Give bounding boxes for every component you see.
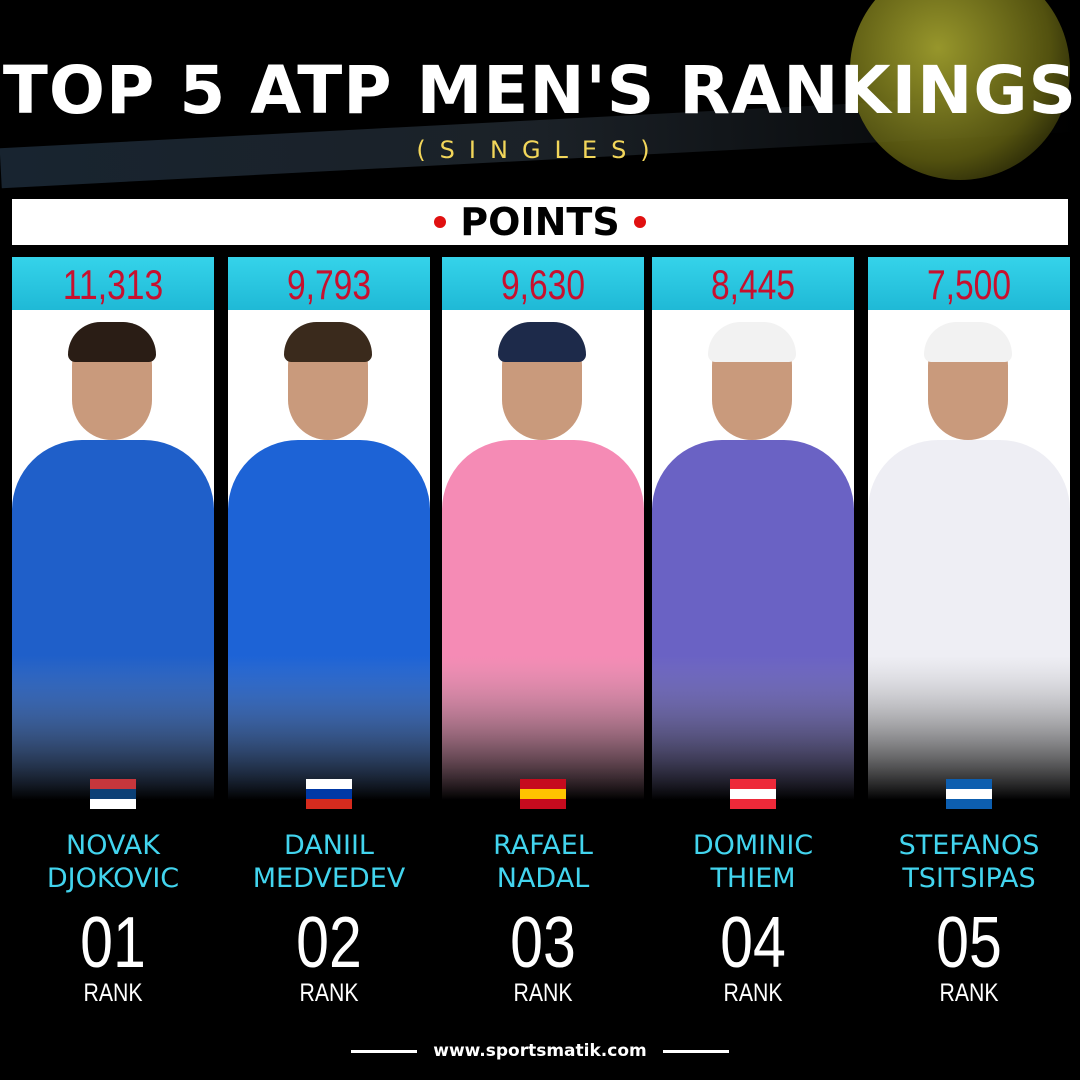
rank-number: 02 — [296, 903, 362, 983]
rank-number: 05 — [936, 903, 1002, 983]
player-name: STEFANOS TSITSIPAS — [868, 829, 1070, 895]
player-name: DOMINIC THIEM — [652, 829, 854, 895]
player-body — [442, 440, 644, 800]
flag-stripe — [520, 779, 566, 789]
divider — [351, 1049, 418, 1053]
rank-label: RANK — [513, 979, 573, 1007]
website-link[interactable]: www.sportsmatik.com — [433, 1041, 647, 1061]
rank-number: 04 — [720, 903, 786, 983]
player-photo — [652, 310, 854, 800]
flag-stripe — [90, 789, 136, 799]
player-points: 9,793 — [248, 257, 410, 310]
player-body — [12, 440, 214, 800]
footer: www.sportsmatik.com — [0, 1041, 1080, 1061]
last-name: MEDVEDEV — [252, 863, 406, 894]
last-name: NADAL — [496, 863, 590, 894]
player-hair — [708, 322, 796, 362]
flag-stripe — [306, 799, 352, 809]
player-body — [868, 440, 1070, 800]
points-label: POINTS — [460, 200, 620, 244]
flag-stripe — [730, 779, 776, 789]
player-points: 7,500 — [888, 257, 1050, 310]
first-name: NOVAK — [66, 830, 160, 861]
divider — [662, 1049, 729, 1053]
player-card: 8,445 DOMINIC THIEM 04 RANK — [652, 257, 854, 1037]
player-body — [228, 440, 430, 800]
player-card: 9,793 DANIIL MEDVEDEV 02 RANK — [228, 257, 430, 1037]
rank-label: RANK — [723, 979, 783, 1007]
points-header: POINTS — [12, 199, 1068, 245]
rank-number: 01 — [80, 903, 146, 983]
last-name: DJOKOVIC — [46, 863, 180, 894]
first-name: DANIIL — [284, 830, 374, 861]
player-hair — [924, 322, 1012, 362]
rank-label: RANK — [299, 979, 359, 1007]
first-name: RAFAEL — [493, 830, 593, 861]
player-card: 7,500 STEFANOS TSITSIPAS 05 RANK — [868, 257, 1070, 1037]
points-box: 9,793 — [228, 257, 430, 310]
flag-icon — [946, 779, 992, 809]
points-box: 11,313 — [12, 257, 214, 310]
last-name: THIEM — [710, 863, 796, 894]
player-name: NOVAK DJOKOVIC — [12, 829, 214, 895]
first-name: DOMINIC — [692, 830, 814, 861]
player-hair — [68, 322, 156, 362]
player-photo — [868, 310, 1070, 800]
last-name: TSITSIPAS — [902, 863, 1036, 894]
player-hair — [498, 322, 586, 362]
flag-stripe — [730, 789, 776, 799]
tennis-ball-image — [850, 0, 1070, 180]
flag-icon — [520, 779, 566, 809]
flag-icon — [730, 779, 776, 809]
rank-label: RANK — [939, 979, 999, 1007]
flag-stripe — [520, 799, 566, 809]
points-box: 7,500 — [868, 257, 1070, 310]
player-hair — [284, 322, 372, 362]
points-box: 9,630 — [442, 257, 644, 310]
player-points: 11,313 — [32, 257, 194, 310]
player-body — [652, 440, 854, 800]
flag-icon — [90, 779, 136, 809]
player-points: 9,630 — [462, 257, 624, 310]
flag-stripe — [90, 779, 136, 789]
flag-stripe — [90, 799, 136, 809]
player-card: 9,630 RAFAEL NADAL 03 RANK — [442, 257, 644, 1037]
player-points: 8,445 — [672, 257, 834, 310]
flag-stripe — [946, 779, 992, 789]
flag-stripe — [306, 779, 352, 789]
player-photo — [228, 310, 430, 800]
first-name: STEFANOS — [898, 830, 1040, 861]
dot-icon — [434, 216, 447, 228]
player-photo — [442, 310, 644, 800]
flag-stripe — [306, 789, 352, 799]
player-photo — [12, 310, 214, 800]
flag-stripe — [730, 799, 776, 809]
player-card: 11,313 NOVAK DJOKOVIC 01 RANK — [12, 257, 214, 1037]
page-title: TOP 5 ATP MEN'S RANKINGS — [2, 52, 1078, 129]
points-box: 8,445 — [652, 257, 854, 310]
player-name: DANIIL MEDVEDEV — [228, 829, 430, 895]
player-name: RAFAEL NADAL — [442, 829, 644, 895]
rank-number: 03 — [510, 903, 576, 983]
rank-label: RANK — [83, 979, 143, 1007]
page-subtitle: (SINGLES) — [416, 136, 664, 164]
flag-stripe — [946, 799, 992, 809]
flag-stripe — [520, 789, 566, 799]
flag-stripe — [946, 789, 992, 799]
dot-icon — [633, 216, 646, 228]
flag-icon — [306, 779, 352, 809]
